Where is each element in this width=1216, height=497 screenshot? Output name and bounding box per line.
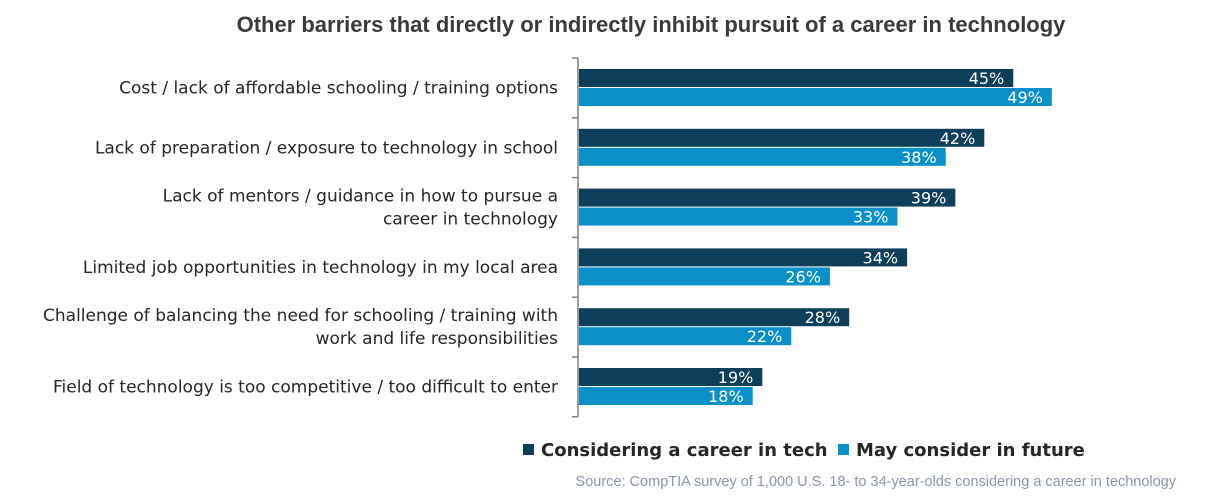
data-label: 49% xyxy=(1007,88,1043,107)
bar xyxy=(579,368,763,386)
data-label: 33% xyxy=(853,208,889,227)
bar xyxy=(579,128,985,147)
bar xyxy=(579,147,946,166)
bar xyxy=(579,207,898,226)
data-label: 22% xyxy=(747,327,783,346)
data-label: 26% xyxy=(785,267,821,286)
bar xyxy=(579,188,956,207)
category-label: Cost / lack of affordable schooling / tr… xyxy=(119,79,558,99)
legend-swatch xyxy=(838,444,849,455)
legend-label: Considering a career in tech xyxy=(541,440,828,461)
data-label: 28% xyxy=(805,308,841,327)
legend-label: May consider in future xyxy=(856,440,1085,461)
category-label: career in technology xyxy=(383,210,558,230)
category-label: Limited job opportunities in technology … xyxy=(83,258,558,278)
legend-swatch xyxy=(523,444,534,455)
source-note: Source: CompTIA survey of 1,000 U.S. 18-… xyxy=(576,474,1177,490)
bar xyxy=(579,69,1014,87)
legend: Considering a career in tech May consider… xyxy=(523,440,1085,461)
category-axis xyxy=(572,57,579,418)
data-label: 19% xyxy=(718,368,754,387)
data-label: 38% xyxy=(901,148,937,167)
bar xyxy=(579,387,753,405)
bar xyxy=(579,88,1052,106)
bar xyxy=(579,327,792,346)
category-label: Lack of mentors / guidance in how to pur… xyxy=(163,187,558,207)
data-label: 45% xyxy=(969,69,1005,88)
category-labels: Cost / lack of affordable schooling / tr… xyxy=(43,79,558,398)
bars: 45%49% 42%38% 39% 33% 34% 26% 28% 22% 19%18% xyxy=(579,69,1052,406)
category-label: Lack of preparation / exposure to techno… xyxy=(95,138,558,158)
category-label: Field of technology is too competitive /… xyxy=(53,378,558,398)
data-label: 18% xyxy=(708,387,744,406)
category-label: Challenge of balancing the need for scho… xyxy=(43,306,558,326)
chart-title: Other barriers that directly or indirect… xyxy=(237,12,1067,37)
data-label: 42% xyxy=(940,129,976,148)
bar xyxy=(579,267,830,286)
data-label: 34% xyxy=(863,248,899,267)
bar xyxy=(579,248,908,267)
bar xyxy=(579,308,850,327)
data-label: 39% xyxy=(911,189,947,208)
category-label: work and life responsibilities xyxy=(316,329,559,349)
